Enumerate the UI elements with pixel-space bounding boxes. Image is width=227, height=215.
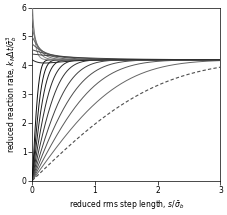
X-axis label: reduced rms step length, $s/\bar{\sigma}_b$: reduced rms step length, $s/\bar{\sigma}… [69,198,184,211]
Y-axis label: reduced reaction rate, $k_M\Delta t/\bar{\sigma}_b^3$: reduced reaction rate, $k_M\Delta t/\bar… [4,35,19,153]
